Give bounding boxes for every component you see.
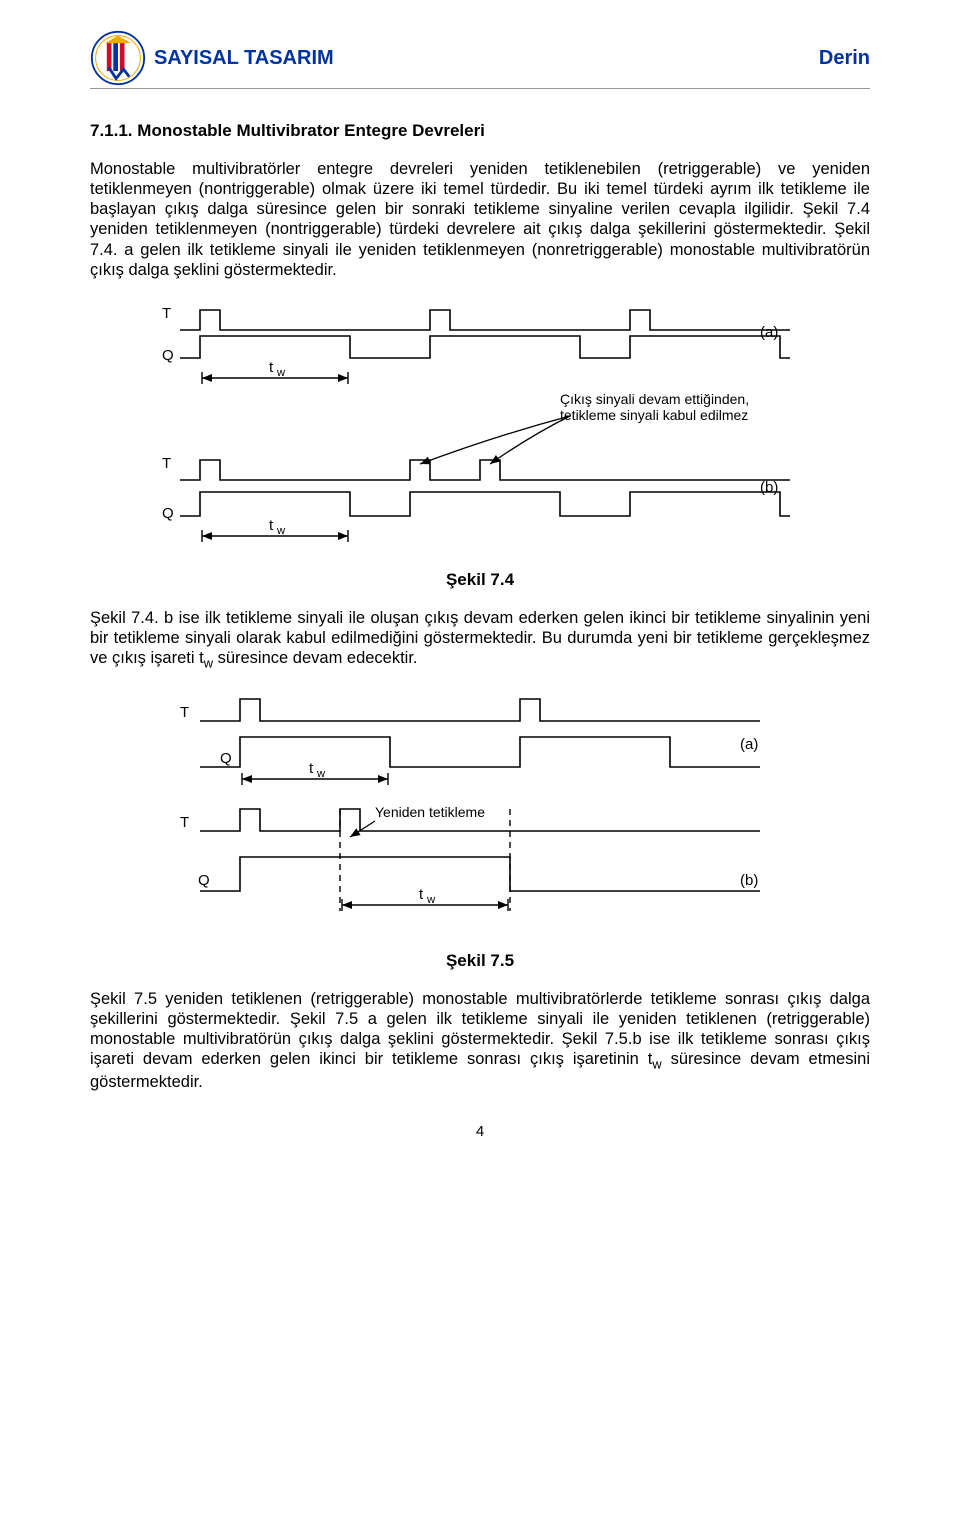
svg-text:(a): (a): [760, 324, 778, 341]
svg-text:tetikleme sinyali kabul edilme: tetikleme sinyali kabul edilmez: [560, 407, 748, 423]
svg-text:t: t: [269, 517, 274, 534]
page-header: SAYISAL TASARIM Derin: [90, 30, 870, 89]
paragraph-3: Şekil 7.5 yeniden tetiklenen (retriggera…: [90, 989, 870, 1093]
svg-text:T: T: [162, 455, 171, 472]
timing-diagram-7-5: TQ(a)twTQ(b)Yeniden tetiklemetw: [140, 691, 820, 941]
svg-text:t: t: [269, 359, 274, 376]
section-title: Monostable Multivibrator Entegre Devrele…: [137, 121, 485, 140]
p3-sub: w: [652, 1057, 661, 1072]
p2-sub: w: [204, 655, 213, 670]
svg-text:Q: Q: [162, 505, 174, 522]
author-name: Derin: [819, 47, 870, 70]
timing-diagram-7-4: TQ(a)twTQ(b)Çıkış sinyali devam ettiğind…: [130, 300, 830, 560]
svg-text:Çıkış sinyali devam ettiğinden: Çıkış sinyali devam ettiğinden,: [560, 391, 749, 407]
svg-text:t: t: [419, 886, 424, 903]
svg-text:T: T: [162, 305, 171, 322]
p2-text-c: süresince devam edecektir.: [213, 649, 418, 667]
figure-7-4: TQ(a)twTQ(b)Çıkış sinyali devam ettiğind…: [90, 300, 870, 590]
section-number: 7.1.1.: [90, 121, 133, 140]
section-heading: 7.1.1. Monostable Multivibrator Entegre …: [90, 121, 870, 141]
university-logo-icon: [90, 30, 146, 86]
svg-text:(b): (b): [740, 872, 758, 889]
svg-text:(a): (a): [740, 736, 758, 753]
figure-7-5-caption: Şekil 7.5: [90, 951, 870, 971]
svg-text:Yeniden tetikleme: Yeniden tetikleme: [375, 804, 485, 820]
svg-text:w: w: [276, 525, 286, 537]
course-title: SAYISAL TASARIM: [154, 47, 334, 70]
header-left: SAYISAL TASARIM: [90, 30, 334, 86]
figure-7-4-caption: Şekil 7.4: [90, 570, 870, 590]
svg-text:(b): (b): [760, 479, 778, 496]
svg-text:Q: Q: [198, 872, 210, 889]
paragraph-2: Şekil 7.4. b ise ilk tetikleme sinyali i…: [90, 608, 870, 671]
page-number: 4: [90, 1123, 870, 1140]
svg-text:Q: Q: [162, 347, 174, 364]
svg-text:Q: Q: [220, 750, 232, 767]
svg-text:w: w: [426, 894, 436, 906]
svg-text:T: T: [180, 814, 189, 831]
paragraph-1: Monostable multivibratörler entegre devr…: [90, 159, 870, 280]
figure-7-5: TQ(a)twTQ(b)Yeniden tetiklemetw Şekil 7.…: [90, 691, 870, 971]
svg-text:T: T: [180, 704, 189, 721]
svg-text:t: t: [309, 760, 314, 777]
svg-text:w: w: [276, 367, 286, 379]
svg-text:w: w: [316, 768, 326, 780]
